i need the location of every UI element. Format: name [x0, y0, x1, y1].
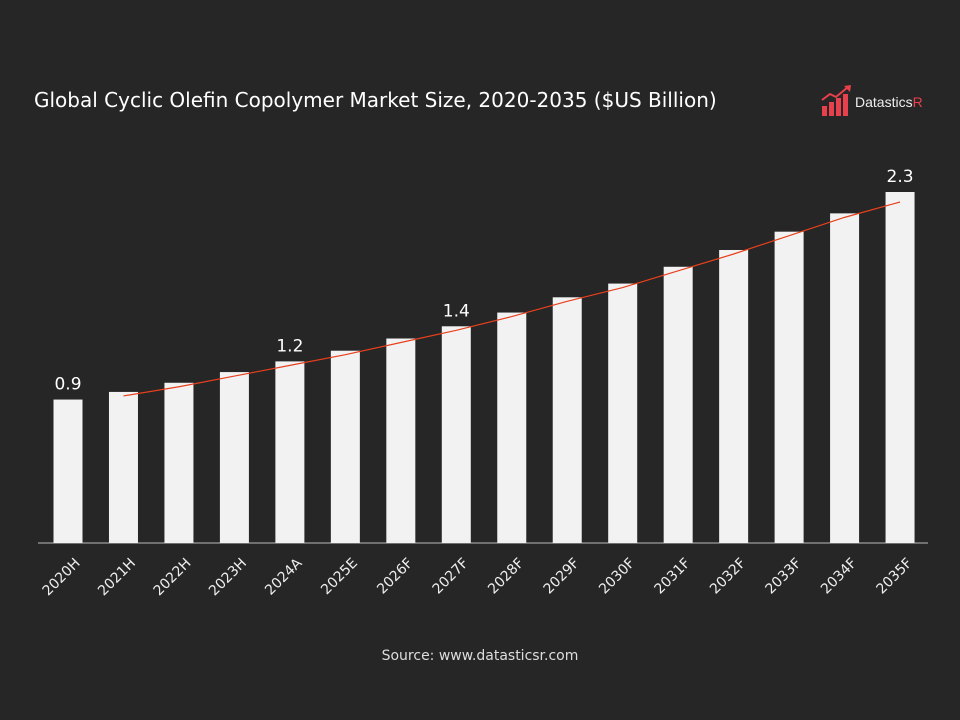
- bar-2025E: [330, 350, 360, 543]
- x-tick-label: 2024A: [262, 555, 306, 599]
- x-tick-label: 2029F: [541, 555, 583, 597]
- x-tick-label: 2033F: [763, 555, 805, 597]
- data-label: 2.3: [887, 167, 914, 187]
- data-label: 1.2: [276, 336, 303, 356]
- bar-2028F: [497, 312, 527, 543]
- chart-title: Global Cyclic Olefin Copolymer Market Si…: [34, 88, 717, 112]
- x-tick-label: 2027F: [430, 555, 472, 597]
- bar-2033F: [774, 231, 804, 543]
- bar-2029F: [552, 297, 582, 543]
- trend-line: [123, 201, 901, 397]
- x-tick-label: 2035F: [873, 555, 915, 597]
- source-note: Source: www.datasticsr.com: [381, 648, 579, 664]
- logo-text: Datastics: [855, 94, 913, 110]
- x-tick-label: 2032F: [707, 555, 749, 597]
- x-tick-label: 2023H: [206, 555, 250, 599]
- bar-2030F: [608, 283, 638, 543]
- bar-2032F: [719, 249, 749, 543]
- bar-2035F: [885, 192, 915, 543]
- bar-2026F: [386, 338, 416, 543]
- data-label: 1.4: [443, 301, 470, 321]
- bar-2021H: [108, 391, 138, 543]
- x-tick-label: 2026F: [374, 555, 416, 597]
- bar-2034F: [830, 213, 860, 543]
- x-tick-label: 2022H: [151, 555, 195, 599]
- x-tick-label: 2028F: [485, 555, 527, 597]
- x-tick-label: 2021H: [95, 555, 139, 599]
- x-tick-label: 2030F: [596, 555, 638, 597]
- bar-2022H: [164, 382, 194, 543]
- x-tick-label: 2034F: [818, 555, 860, 597]
- bar-2020H: [53, 399, 83, 543]
- logo-text-accent: R: [912, 94, 923, 110]
- logo-chart-icon: [821, 85, 851, 116]
- datasticsr-logo: DatasticsR: [820, 84, 923, 118]
- bar-2031F: [663, 266, 693, 543]
- x-tick-label: 2025E: [318, 555, 361, 598]
- bar-2024A: [275, 361, 305, 543]
- bar-2023H: [219, 372, 249, 543]
- x-tick-label: 2031F: [652, 555, 694, 597]
- bar-2027F: [441, 326, 471, 543]
- x-tick-label: 2020H: [40, 555, 84, 599]
- data-label: 0.9: [54, 375, 81, 395]
